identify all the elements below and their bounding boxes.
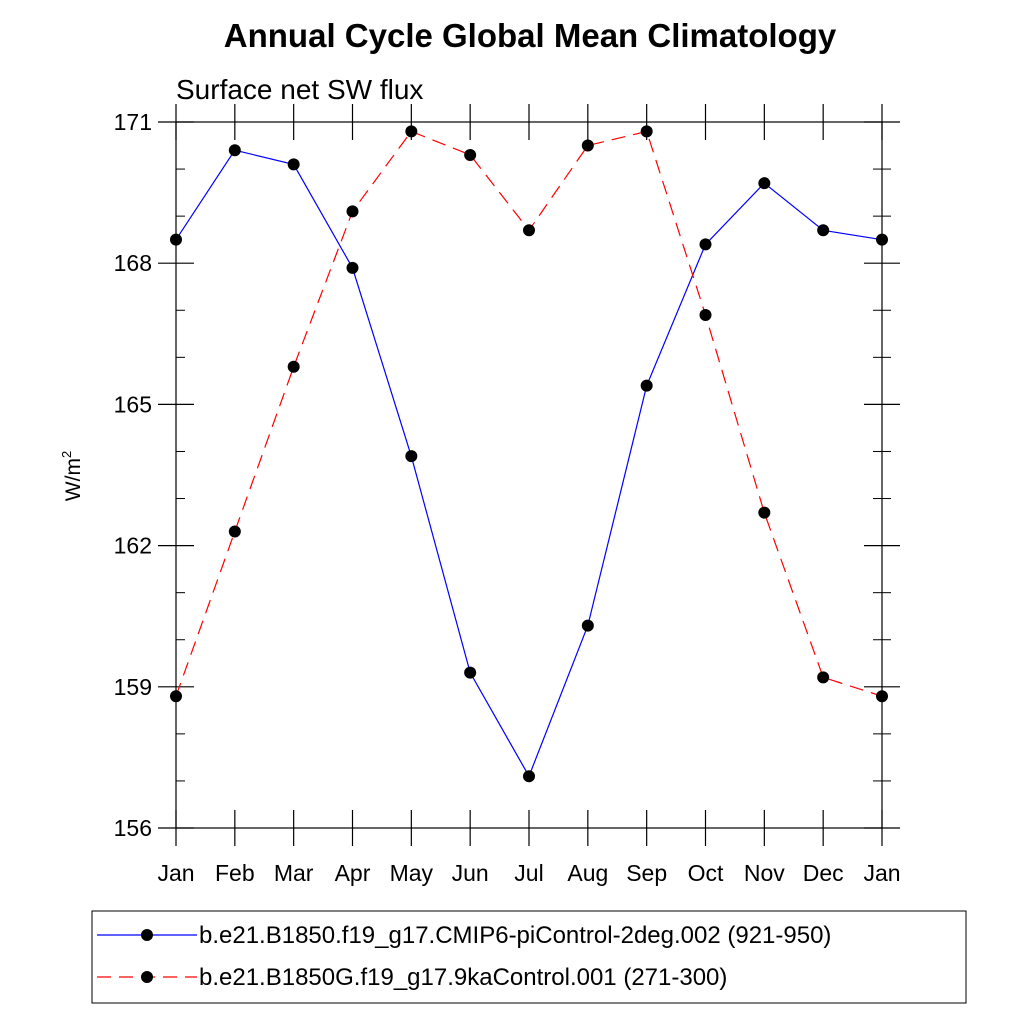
series-1-point: [228, 144, 241, 157]
x-tick-label: Apr: [335, 860, 371, 886]
x-tick-label: Sep: [626, 860, 667, 886]
x-tick-label: Jun: [452, 860, 489, 886]
series-2-point: [170, 690, 182, 703]
series-1-point: [287, 158, 300, 171]
series-2-point: [581, 139, 594, 152]
series-2-point: [758, 506, 771, 519]
y-tick-label: 171: [114, 109, 152, 135]
series-1-point: [876, 233, 888, 246]
series-line-1: [175, 149, 883, 778]
x-tick-label: Jan: [863, 860, 900, 886]
chart-subtitle: Surface net SW flux: [176, 74, 423, 105]
series-2-point: [640, 125, 653, 138]
y-tick-label: 156: [114, 815, 152, 841]
legend-label-series-2: b.e21.B1850G.f19_g17.9kaControl.001 (271…: [199, 964, 727, 991]
x-tick-label: Nov: [744, 860, 785, 886]
series-1-point: [581, 619, 594, 632]
y-axis-label-sup: 2: [59, 451, 74, 458]
x-tick-label: Jan: [157, 860, 194, 886]
series-2-point: [405, 125, 418, 138]
chart-title: Annual Cycle Global Mean Climatology: [224, 17, 837, 54]
minor-ticks: [176, 168, 891, 782]
x-tick-label: Oct: [688, 860, 724, 886]
y-tick-label: 162: [114, 533, 152, 559]
y-tick-label: 165: [114, 391, 152, 417]
series-line-2: [175, 130, 883, 697]
legend-marker-series-1: [141, 929, 153, 941]
plot-frame: [175, 121, 883, 829]
series-2-point: [228, 525, 241, 538]
y-axis-label: W/m2: [59, 451, 85, 501]
series-layer: [170, 125, 888, 783]
legend-marker-series-2: [141, 971, 153, 983]
x-tick-label: May: [390, 860, 434, 886]
series-2-point: [699, 308, 712, 321]
y-axis-label-base: W/m: [62, 458, 85, 501]
legend-label-series-1: b.e21.B1850.f19_g17.CMIP6-piControl-2deg…: [199, 922, 831, 949]
x-tick-label: Mar: [274, 860, 314, 886]
series-1-point: [405, 450, 418, 463]
series-1-point: [523, 770, 535, 783]
series-2-point: [523, 224, 535, 237]
x-tick-label: Aug: [567, 860, 608, 886]
series-1-point: [817, 224, 830, 237]
series-2-point: [817, 671, 830, 684]
series-1-point: [640, 379, 653, 392]
series-1-point: [170, 233, 182, 246]
major-ticks: [158, 104, 900, 846]
x-tick-label: Dec: [803, 860, 844, 886]
series-1-point: [758, 177, 771, 190]
y-tick-label: 168: [114, 250, 152, 276]
svg-text:W/m2: W/m2: [59, 451, 85, 501]
y-tick-labels: 156 159 162 165 168 171: [114, 109, 152, 841]
x-tick-label: Jul: [514, 860, 543, 886]
series-2-point: [346, 205, 359, 218]
legend: b.e21.B1850.f19_g17.CMIP6-piControl-2deg…: [91, 910, 967, 1004]
series-1-point: [464, 666, 477, 679]
series-2-point: [464, 148, 477, 161]
series-1-point: [346, 261, 359, 274]
x-tick-label: Feb: [215, 860, 255, 886]
series-1-point: [699, 238, 712, 251]
x-tick-labels: Jan Feb Mar Apr May Jun Jul Aug Sep Oct Nov Dec Jan: [157, 860, 900, 886]
series-2-point: [876, 690, 888, 703]
y-tick-label: 159: [114, 674, 152, 700]
series-2-point: [287, 360, 300, 373]
legend-box: [91, 910, 967, 1004]
